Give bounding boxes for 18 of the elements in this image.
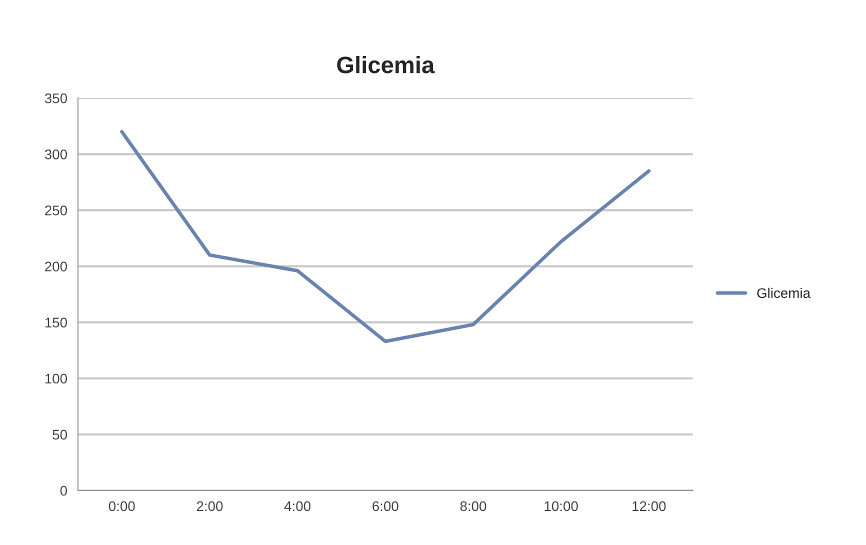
y-tick-label: 50	[52, 430, 67, 440]
x-tick-label: 8:00	[460, 501, 486, 512]
y-tick-label: 250	[45, 206, 67, 216]
line-series	[120, 130, 651, 344]
x-tick-label: 2:00	[196, 501, 223, 512]
x-tick-label: 6:00	[372, 501, 398, 512]
x-tick-label: 10:00	[544, 501, 578, 512]
y-tick-label: 0	[60, 486, 67, 496]
x-tick-label: 0:00	[108, 501, 135, 512]
x-tick-label: 4:00	[284, 501, 311, 512]
y-tick-label: 350	[44, 93, 67, 104]
y-tick-label: 150	[45, 318, 67, 328]
x-tick-label: 12:00	[632, 501, 666, 512]
chart-title: Glicemia	[337, 56, 435, 74]
y-tick-label: 200	[45, 262, 67, 272]
legend-label: Glicemia	[757, 288, 811, 298]
y-tick-label: 100	[45, 374, 67, 384]
y-tick-label: 300	[44, 149, 67, 160]
